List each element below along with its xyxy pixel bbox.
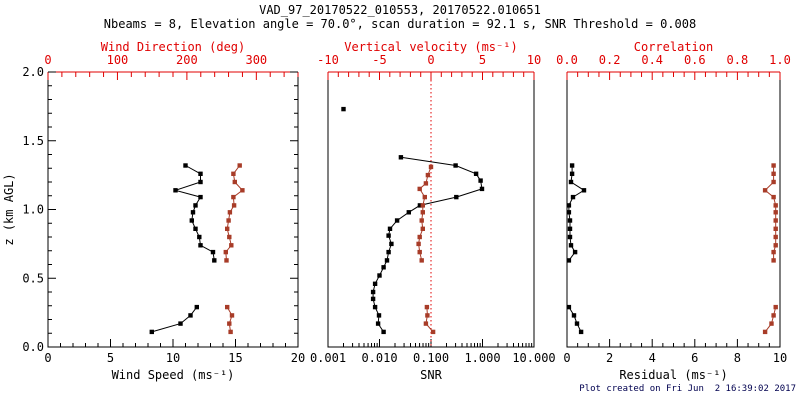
svg-text:SNR: SNR	[420, 368, 442, 382]
wind-direction-series	[223, 163, 245, 335]
correlation-series	[762, 163, 778, 335]
svg-text:1.5: 1.5	[22, 134, 44, 148]
svg-text:2: 2	[606, 351, 613, 365]
svg-text:15: 15	[228, 351, 242, 365]
svg-text:5: 5	[107, 351, 114, 365]
svg-text:0.2: 0.2	[599, 53, 621, 67]
plot-subtitle: Nbeams = 8, Elevation angle = 70.0°, sca…	[103, 17, 697, 31]
wind-speed-series	[149, 163, 217, 335]
svg-text:10: 10	[527, 53, 541, 67]
svg-text:0: 0	[44, 351, 51, 365]
snr-panel: 0.001 0.010 0.100 1.000 10.000 SNR -10 -5 0 5 10 Ve…	[310, 40, 556, 382]
svg-text:0.8: 0.8	[727, 53, 749, 67]
svg-text:z (km AGL): z (km AGL)	[2, 173, 16, 245]
svg-text:1.0: 1.0	[769, 53, 791, 67]
svg-text:4: 4	[649, 351, 656, 365]
svg-text:0: 0	[44, 53, 51, 67]
svg-text:0.0: 0.0	[556, 53, 578, 67]
svg-text:8: 8	[734, 351, 741, 365]
svg-text:10: 10	[773, 351, 787, 365]
svg-text:Wind Direction (deg): Wind Direction (deg)	[101, 40, 246, 54]
svg-text:1.0: 1.0	[22, 203, 44, 217]
vertical-velocity-series	[416, 164, 436, 335]
snr-series	[341, 106, 485, 335]
svg-text:10.000: 10.000	[512, 351, 555, 365]
wind-panel: 0 5 10 15 20 Wind Speed (ms⁻¹) 0 100 200 300Wind …	[2, 40, 305, 382]
plot-title: VAD_97_20170522_010553, 20170522.010651	[259, 3, 541, 17]
svg-text:Wind Speed (ms⁻¹): Wind Speed (ms⁻¹)	[112, 368, 235, 382]
svg-text:2.0: 2.0	[22, 65, 44, 79]
plot-created-timestamp: Plot created on Fri Jun 2 16:39:02 2017	[579, 384, 796, 394]
svg-text:0.001: 0.001	[310, 351, 346, 365]
svg-text:0: 0	[427, 53, 434, 67]
residual-series	[566, 163, 587, 335]
svg-text:20: 20	[291, 351, 305, 365]
svg-text:300: 300	[245, 53, 267, 67]
svg-text:0.0: 0.0	[22, 340, 44, 354]
svg-text:6: 6	[691, 351, 698, 365]
residual-panel: 0 2 4 6 8 10 Residual (ms⁻¹) 0.0 0.2 0.4 0.6 0.8 1.0…	[556, 40, 791, 382]
svg-text:0.6: 0.6	[684, 53, 706, 67]
svg-text:Vertical velocity (ms⁻¹): Vertical velocity (ms⁻¹)	[344, 40, 517, 54]
svg-text:-5: -5	[372, 53, 386, 67]
svg-text:0.5: 0.5	[22, 271, 44, 285]
svg-text:1.000: 1.000	[464, 351, 500, 365]
svg-text:0.4: 0.4	[641, 53, 663, 67]
svg-text:-10: -10	[317, 53, 339, 67]
svg-text:0.100: 0.100	[413, 351, 449, 365]
svg-text:Correlation: Correlation	[634, 40, 713, 54]
svg-text:0: 0	[563, 351, 570, 365]
svg-text:100: 100	[107, 53, 129, 67]
svg-text:Residual (ms⁻¹): Residual (ms⁻¹)	[619, 368, 727, 382]
svg-text:10: 10	[166, 351, 180, 365]
svg-text:5: 5	[479, 53, 486, 67]
svg-text:0.010: 0.010	[361, 351, 397, 365]
svg-text:200: 200	[176, 53, 198, 67]
